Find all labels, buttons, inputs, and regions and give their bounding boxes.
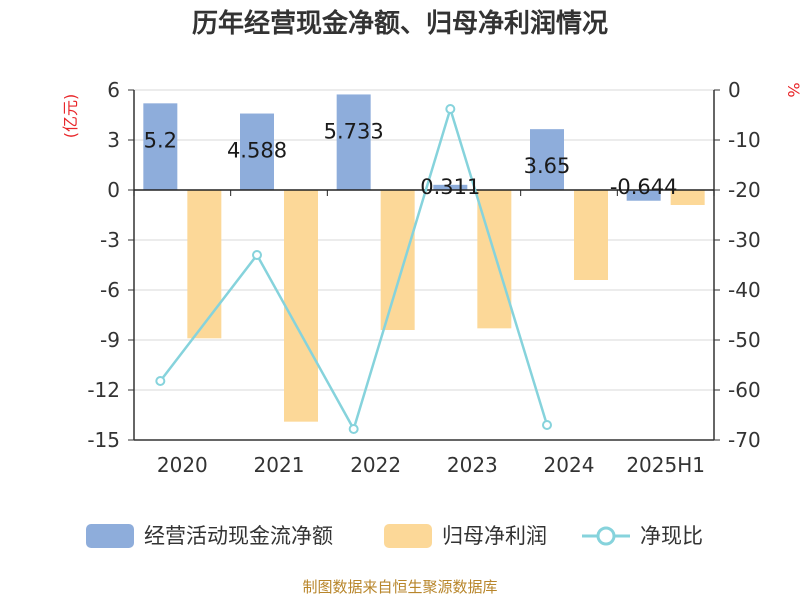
y-right-tick-label: -10: [728, 128, 761, 152]
y-right-tick-label: -40: [728, 278, 761, 302]
chart-title: 历年经营现金净额、归母净利润情况: [192, 8, 608, 39]
legend-marker-ratio: [596, 526, 616, 546]
bar-net-profit: [670, 190, 705, 205]
ratio-point: [348, 424, 359, 434]
ratio-point: [542, 420, 552, 430]
y-left-unit: (亿元): [61, 94, 80, 139]
legend-swatch-cashflow: [86, 524, 134, 548]
ratio-point: [252, 250, 262, 260]
bar-cashflow: [530, 129, 564, 190]
bar-cashflow: [240, 113, 274, 190]
bars-cashflow: [143, 94, 661, 201]
y-right-tick-label: -30: [728, 228, 761, 252]
legend-label-net-profit: 归母净利润: [442, 524, 547, 548]
legend-swatch-net-profit: [384, 524, 432, 548]
bar-net-profit: [380, 190, 415, 330]
data-label-cashflow: 3.65: [524, 154, 571, 178]
ratio-point: [155, 376, 166, 386]
data-label-cashflow: 5.733: [324, 119, 384, 143]
source-note: 制图数据来自恒生聚源数据库: [302, 578, 497, 596]
data-label-cashflow: 4.588: [227, 139, 287, 163]
axes: 6 3 0 -3 -6 -9 -12 -15 0 -10 -20 -30 -40 -50 -60 -70 202…: [87, 78, 760, 477]
y-right-tick-label: -20: [728, 178, 761, 202]
data-label-cashflow: -0.644: [610, 175, 678, 199]
y-right-tick-label: -60: [728, 378, 761, 402]
data-labels: 5.2 4.588 5.733 0.311 3.65 -0.644: [144, 119, 678, 199]
y-left-tick-label: -12: [87, 378, 120, 402]
y-left-tick-label: 6: [107, 78, 120, 102]
data-label-cashflow: 5.2: [144, 128, 177, 152]
bar-cashflow: [336, 94, 371, 190]
bar-net-profit: [187, 190, 222, 339]
data-label-cashflow: 0.311: [420, 175, 480, 199]
bar-cashflow: [626, 190, 661, 201]
legend: 经营活动现金流净额 归母净利润 净现比: [86, 524, 703, 548]
y-right-tick-label: -50: [728, 328, 761, 352]
x-category-label: 2020: [157, 453, 208, 477]
y-left-tick-label: -6: [100, 278, 120, 302]
legend-label-cashflow: 经营活动现金流净额: [144, 524, 333, 548]
y-left-tick-label: -15: [87, 428, 120, 452]
y-left-tick-label: -9: [100, 328, 120, 352]
bar-net-profit: [284, 190, 318, 422]
x-category-label: 2022: [350, 453, 401, 477]
y-left-tick-label: 3: [107, 128, 120, 152]
x-category-label: 2024: [544, 453, 595, 477]
bar-cashflow: [433, 184, 468, 190]
bar-net-profit: [574, 190, 608, 280]
y-right-tick-label: -70: [728, 428, 761, 452]
x-category-label: 2023: [447, 453, 498, 477]
y-left-tick-label: 0: [107, 178, 120, 202]
legend-label-ratio: 净现比: [640, 524, 703, 548]
bars-net-profit: [187, 190, 705, 422]
x-category-label: 2025H1: [626, 453, 705, 477]
y-right-tick-label: 0: [728, 78, 741, 102]
ratio-line: [155, 104, 552, 434]
bar-cashflow: [143, 103, 178, 190]
y-left-tick-label: -3: [100, 228, 120, 252]
y-right-unit: %: [784, 82, 800, 97]
x-category-label: 2021: [254, 453, 305, 477]
ratio-point: [445, 104, 456, 114]
